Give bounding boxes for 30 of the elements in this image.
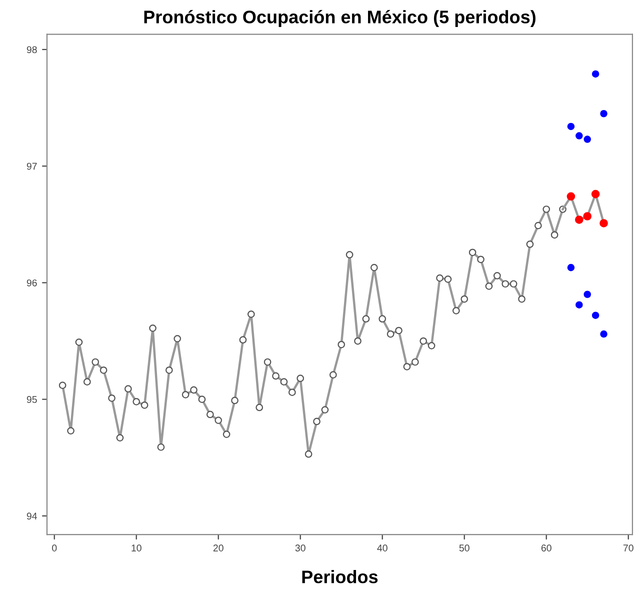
- x-tick-label: 70: [623, 544, 634, 552]
- x-tick-label: 30: [295, 544, 306, 552]
- point: [576, 301, 583, 309]
- x-axis-title: Periodos: [302, 570, 378, 584]
- point: [567, 264, 575, 272]
- x-tick-label: 20: [213, 544, 224, 552]
- point: [600, 110, 608, 118]
- x-tick-label: 40: [377, 544, 388, 552]
- point: [600, 330, 608, 338]
- y-tick-label: 95: [26, 396, 37, 403]
- point: [592, 70, 600, 78]
- x-tick-label: 50: [459, 544, 470, 552]
- point: [584, 136, 591, 143]
- point: [591, 190, 600, 198]
- point: [583, 212, 592, 220]
- x-tick-label: 0: [52, 544, 57, 552]
- chart-title: Pronóstico Ocupación en México (5 periodos): [144, 10, 536, 27]
- point: [600, 219, 608, 228]
- point: [567, 122, 575, 130]
- y-tick-label: 97: [26, 162, 37, 170]
- y-tick-label: 98: [26, 46, 37, 54]
- point: [574, 216, 584, 224]
- point: [566, 192, 576, 201]
- x-tick-label: 10: [132, 544, 142, 552]
- point: [584, 290, 591, 298]
- point: [592, 312, 600, 319]
- x-tick-label: 60: [541, 544, 552, 552]
- y-tick-label: 94: [26, 512, 37, 520]
- point: [576, 132, 583, 140]
- y-tick-label: 96: [26, 279, 37, 286]
